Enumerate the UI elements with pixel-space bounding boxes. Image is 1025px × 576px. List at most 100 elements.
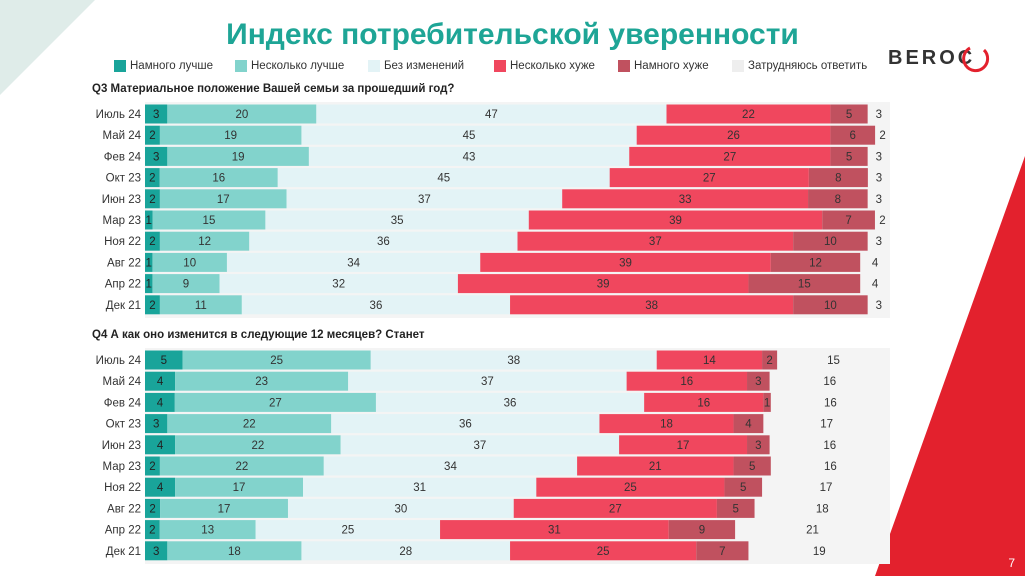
data-label-dont-know: 21 — [806, 525, 819, 537]
bar-segment-no-change — [348, 371, 627, 391]
data-label-no-change: 43 — [463, 151, 476, 163]
bar-segment-much-better — [145, 231, 160, 251]
bar-segment-somewhat-better — [159, 168, 278, 188]
data-label-much-better: 4 — [157, 482, 164, 494]
bar-segment-no-change — [265, 210, 529, 230]
bar-segment-much-better — [145, 520, 160, 540]
data-label-much-better: 2 — [149, 461, 155, 473]
data-label-somewhat-worse: 22 — [742, 109, 755, 121]
bar-segment-much-worse — [763, 392, 771, 412]
category-label: Фев 24 — [104, 397, 142, 409]
legend-label: Намного лучше — [130, 60, 213, 72]
logo-text: BEROC — [888, 47, 975, 69]
category-label: Ноя 22 — [104, 482, 141, 494]
beroc-logo: BEROC — [888, 46, 990, 73]
data-label-much-worse: 5 — [846, 109, 852, 121]
bar-segment-much-worse — [770, 252, 861, 272]
bar-segment-somewhat-better — [174, 392, 376, 412]
data-label-much-worse: 12 — [809, 257, 822, 269]
corner-decoration-top-left — [0, 0, 95, 95]
bar-segment-no-change — [301, 125, 637, 145]
legend-item-somewhat-worse: Несколько хуже — [494, 58, 595, 74]
data-label-somewhat-worse: 14 — [703, 355, 716, 367]
data-label-somewhat-better: 19 — [232, 151, 245, 163]
category-label: Дек 21 — [106, 300, 141, 312]
data-label-dont-know: 16 — [824, 397, 837, 409]
data-label-dont-know: 2 — [879, 130, 885, 142]
bar-segment-no-change — [370, 350, 657, 370]
legend-swatch — [618, 60, 630, 72]
data-label-no-change: 37 — [473, 440, 486, 452]
bar-segment-no-change — [287, 498, 514, 518]
category-label: Май 24 — [102, 130, 141, 142]
bar-segment-somewhat-better — [159, 231, 250, 251]
data-label-much-worse: 4 — [745, 419, 752, 431]
bar-segment-no-change — [226, 252, 481, 272]
data-label-somewhat-worse: 27 — [723, 151, 736, 163]
category-label: Дек 21 — [106, 546, 141, 558]
data-label-no-change: 31 — [413, 482, 426, 494]
data-label-somewhat-worse: 39 — [619, 257, 632, 269]
bar-segment-no-change — [277, 168, 610, 188]
bar-segment-no-change — [316, 104, 667, 124]
data-label-much-better: 2 — [149, 300, 155, 312]
bar-segment-much-worse — [748, 274, 861, 294]
bar-segment-somewhat-better — [159, 520, 256, 540]
bar-segment-much-worse — [733, 414, 764, 434]
data-label-much-better: 1 — [146, 279, 152, 291]
data-label-somewhat-better: 11 — [195, 300, 207, 312]
bar-segment-somewhat-better — [159, 189, 287, 209]
legend-swatch — [494, 60, 506, 72]
bar-segment-much-better — [145, 541, 168, 561]
data-label-much-better: 1 — [146, 215, 152, 227]
bar-segment-somewhat-worse — [440, 520, 669, 540]
q3-title: Q3 Материальное положение Вашей семьи за… — [92, 83, 455, 95]
data-label-no-change: 45 — [463, 130, 476, 142]
bar-segment-much-worse — [822, 210, 875, 230]
data-label-somewhat-worse: 18 — [660, 419, 673, 431]
bar-segment-somewhat-worse — [480, 252, 771, 272]
bar-segment-somewhat-worse — [626, 371, 748, 391]
bar-segment-much-better — [145, 295, 160, 315]
legend-swatch — [368, 60, 380, 72]
data-label-somewhat-worse: 25 — [597, 546, 610, 558]
bar-segment-much-better — [145, 392, 175, 412]
category-label: Авг 22 — [107, 503, 141, 515]
bar-segment-somewhat-worse — [609, 168, 809, 188]
data-label-much-better: 5 — [161, 355, 167, 367]
category-label: Мар 23 — [103, 215, 142, 227]
bar-segment-somewhat-worse — [636, 125, 831, 145]
bar-segment-somewhat-better — [160, 498, 288, 518]
data-label-no-change: 36 — [377, 236, 390, 248]
data-label-somewhat-better: 22 — [243, 419, 256, 431]
bar-segment-somewhat-worse — [666, 104, 831, 124]
category-label: Июль 24 — [96, 355, 142, 367]
category-label: Фев 24 — [104, 151, 142, 163]
data-label-somewhat-worse: 27 — [609, 503, 622, 515]
corner-decoration-bottom-right — [875, 156, 1025, 576]
bar-segment-much-worse — [830, 104, 868, 124]
data-label-much-better: 3 — [153, 109, 159, 121]
data-label-somewhat-worse: 33 — [679, 194, 692, 206]
data-label-dont-know: 18 — [816, 503, 829, 515]
bar-segment-no-change — [340, 435, 620, 455]
legend-item-much-worse: Намного хуже — [618, 58, 709, 74]
category-label: Мар 23 — [103, 461, 142, 473]
data-label-much-better: 2 — [149, 503, 155, 515]
data-label-dont-know: 17 — [820, 482, 833, 494]
legend-swatch — [114, 60, 126, 72]
data-label-dont-know: 3 — [876, 173, 882, 185]
category-label: Май 24 — [102, 376, 141, 388]
category-label: Июль 24 — [96, 109, 142, 121]
legend-label: Намного хуже — [634, 60, 709, 72]
data-label-somewhat-worse: 16 — [697, 397, 710, 409]
data-label-no-change: 28 — [399, 546, 412, 558]
bar-segment-much-worse — [808, 168, 868, 188]
bar-segment-much-better — [145, 498, 161, 518]
bar-segment-no-change — [308, 146, 630, 166]
bar-segment-somewhat-worse — [510, 541, 697, 561]
bar-segment-somewhat-worse — [619, 435, 748, 455]
bar-segment-somewhat-better — [152, 252, 227, 272]
data-label-dont-know: 16 — [824, 461, 837, 473]
